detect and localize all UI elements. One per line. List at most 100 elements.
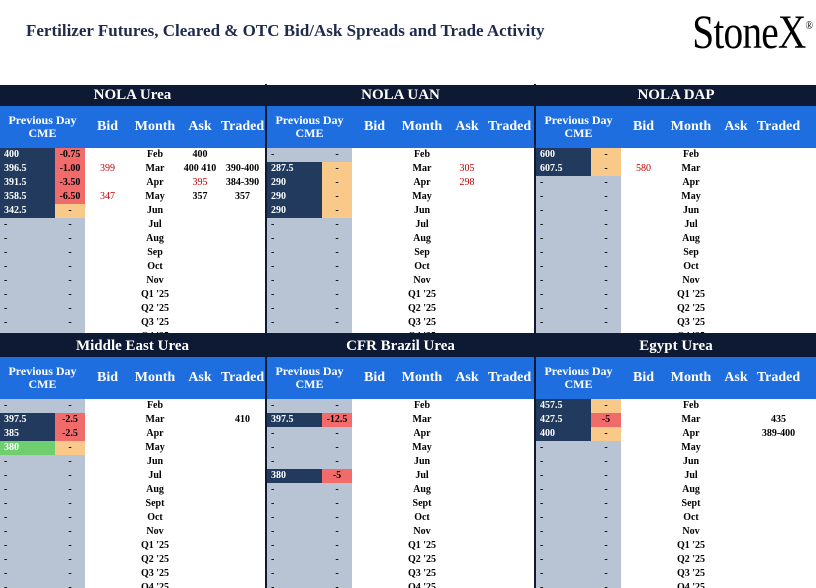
bid-value: [621, 441, 666, 455]
ask-value: [180, 246, 220, 260]
header-ask: Ask: [724, 119, 748, 134]
table-row: - - Q3 '25: [536, 316, 816, 330]
month-label: May: [145, 191, 165, 202]
change-value: -: [322, 274, 352, 288]
table-row: - - Q3 '25: [0, 567, 265, 581]
bid-value: [352, 525, 397, 539]
month-label: Q2 '25: [676, 554, 706, 565]
previous-day-value: -: [536, 581, 591, 588]
bid-value: [85, 302, 130, 316]
ask-value: [716, 204, 756, 218]
column-header-row: Previous Day CME Bid Month Ask Traded: [536, 106, 816, 148]
ask-value: [716, 497, 756, 511]
panel-egypt-urea: Egypt Urea Previous Day CME Bid Month As…: [536, 336, 816, 588]
table-row: 391.5 -3.50 Apr 395 384-390: [0, 176, 265, 190]
table-row: - - Feb: [267, 399, 534, 413]
table-row: - - Feb: [0, 399, 265, 413]
bid-value: [85, 218, 130, 232]
change-value: -: [591, 190, 621, 204]
bid-value: [621, 232, 666, 246]
previous-day-value: -: [536, 525, 591, 539]
ask-value: [447, 190, 487, 204]
previous-day-value: 397.5: [267, 413, 322, 427]
bid-value: [352, 399, 397, 413]
traded-value: [220, 260, 265, 274]
table-row: 342.5 - Jun: [0, 204, 265, 218]
change-value: -: [591, 148, 621, 162]
traded-value: [756, 511, 801, 525]
bid-value: [85, 441, 130, 455]
previous-day-value: -: [0, 288, 55, 302]
ask-value: [447, 218, 487, 232]
traded-value: [220, 246, 265, 260]
table-row: 427.5 -5 Mar 435: [536, 413, 816, 427]
change-value: -: [322, 148, 352, 162]
traded-value: [220, 525, 265, 539]
month-label: May: [681, 442, 701, 453]
month-label: Mar: [412, 414, 432, 425]
traded-value: [487, 455, 532, 469]
bid-value: [352, 232, 397, 246]
change-value: -: [591, 553, 621, 567]
ask-value: [716, 525, 756, 539]
bid-value: [621, 539, 666, 553]
change-value: -: [322, 581, 352, 588]
month-label: Feb: [682, 149, 700, 160]
previous-day-value: -: [267, 399, 322, 413]
table-row: 358.5 -6.50 347 May 357 357: [0, 190, 265, 204]
ask-value: [180, 483, 220, 497]
previous-day-value: -: [267, 148, 322, 162]
previous-day-value: -: [0, 232, 55, 246]
ask-value: 298: [459, 177, 475, 188]
ask-value: [447, 148, 487, 162]
change-value: -2.5: [55, 413, 85, 427]
ask-value: [716, 441, 756, 455]
traded-value: [220, 567, 265, 581]
change-value: -: [55, 218, 85, 232]
traded-value: 384-390: [225, 177, 260, 188]
previous-day-value: -: [267, 441, 322, 455]
ask-value: [447, 316, 487, 330]
previous-day-value: -: [0, 497, 55, 511]
traded-value: [487, 497, 532, 511]
traded-value: [487, 162, 532, 176]
ask-value: [447, 483, 487, 497]
column-header-row: Previous Day CME Bid Month Ask Traded: [267, 106, 534, 148]
bid-value: [352, 581, 397, 588]
bid-value: [85, 581, 130, 588]
ask-value: [447, 260, 487, 274]
table-row: - - Aug: [267, 232, 534, 246]
change-value: -: [322, 162, 352, 176]
change-value: -: [322, 190, 352, 204]
traded-value: [220, 539, 265, 553]
ask-value: [716, 511, 756, 525]
traded-value: [220, 553, 265, 567]
table-row: - - Q2 '25: [0, 302, 265, 316]
month-label: Q4 '25: [140, 582, 170, 588]
table-row: 457.5 - Feb: [536, 399, 816, 413]
month-label: Oct: [414, 261, 430, 272]
column-divider: [265, 84, 267, 588]
table-row: - - Oct: [536, 260, 816, 274]
change-value: -: [322, 553, 352, 567]
header-traded: Traded: [756, 370, 801, 385]
bid-value: [352, 288, 397, 302]
ask-value: [180, 413, 220, 427]
previous-day-value: 457.5: [536, 399, 591, 413]
bid-value: [352, 162, 397, 176]
month-label: Mar: [681, 163, 701, 174]
ask-value: [716, 274, 756, 288]
ask-value: [447, 246, 487, 260]
traded-value: [756, 204, 801, 218]
table-row: - - Nov: [267, 525, 534, 539]
month-label: Jul: [684, 219, 698, 230]
traded-value: [487, 288, 532, 302]
month-label: Nov: [413, 526, 431, 537]
header-bid: Bid: [96, 370, 118, 385]
table-row: - - Q1 '25: [536, 539, 816, 553]
ask-value: [716, 218, 756, 232]
month-label: Aug: [682, 233, 700, 244]
bid-value: [621, 483, 666, 497]
change-value: -: [55, 204, 85, 218]
change-value: -: [55, 469, 85, 483]
